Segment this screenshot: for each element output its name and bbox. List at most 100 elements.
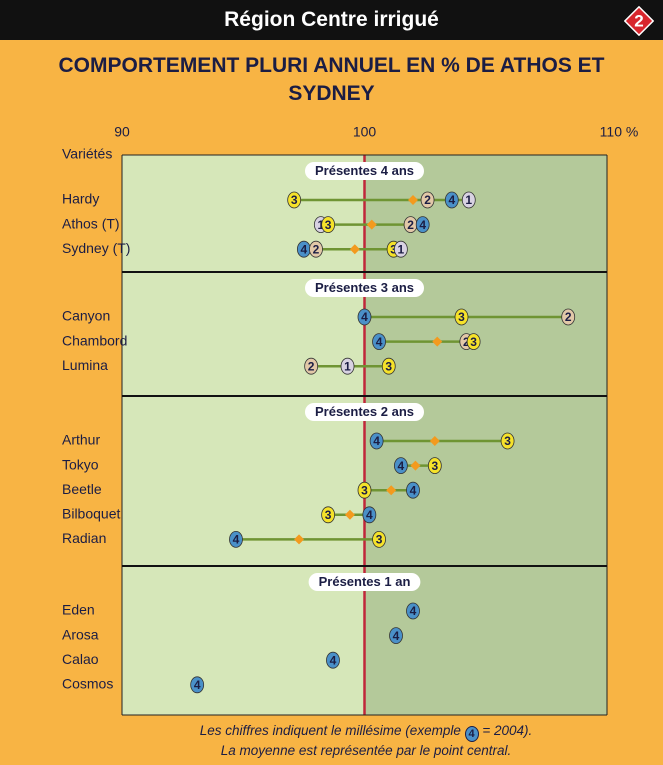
year-marker	[372, 333, 386, 351]
year-label: 4	[419, 218, 426, 232]
variety-label: Arthur	[62, 432, 100, 448]
year-marker	[321, 216, 336, 234]
mean-marker	[408, 195, 418, 205]
header: Région Centre irrigué	[0, 0, 663, 40]
year-marker	[357, 481, 372, 499]
variety-label: Eden	[62, 602, 95, 618]
mean-marker	[432, 336, 443, 347]
year-marker	[309, 240, 323, 258]
group-label-bg	[308, 573, 421, 591]
year-marker	[326, 651, 340, 669]
variety-label: Canyon	[62, 308, 110, 324]
year-marker	[393, 240, 408, 258]
mean-marker	[410, 460, 421, 471]
year-marker	[229, 531, 243, 548]
variety-label: Beetle	[62, 481, 102, 497]
year-label: 4	[410, 483, 417, 497]
year-marker	[461, 191, 476, 209]
year-label: 4	[301, 242, 308, 256]
year-marker	[500, 432, 515, 450]
year-marker	[454, 308, 469, 326]
footnote-line: Les chiffres indiquent le millésime (exe…	[122, 722, 610, 742]
year-label: 3	[291, 193, 298, 207]
year-label: 4	[366, 508, 373, 522]
year-marker	[427, 457, 442, 475]
footnote-line: La moyenne est représentée par le point …	[220, 743, 512, 758]
variety-label: Chambord	[62, 332, 127, 348]
year-label: 1	[398, 242, 405, 256]
group-label: Présentes 4 ans	[315, 163, 414, 178]
mean-marker	[344, 509, 355, 520]
year-label: 3	[385, 359, 392, 373]
badge: 2	[624, 6, 654, 36]
year-marker	[369, 432, 384, 450]
year-marker	[340, 357, 355, 375]
year-marker	[415, 216, 430, 234]
x-tick-label: 90	[114, 124, 130, 140]
footnote-text: = 2004).	[478, 723, 533, 738]
year-marker	[389, 627, 403, 644]
year-label: 1	[344, 359, 351, 373]
mean-marker	[349, 244, 360, 255]
mean-marker	[294, 534, 305, 545]
mean-marker	[366, 219, 377, 230]
year-label: 2	[308, 359, 315, 373]
year-label: 4	[233, 533, 240, 547]
year-label: 3	[325, 218, 332, 232]
group-label-bg	[304, 162, 425, 180]
group-label-bg	[304, 403, 425, 421]
year-label: 3	[431, 459, 438, 473]
badge-shape	[624, 6, 654, 36]
year-marker	[406, 481, 420, 499]
variety-label: Calao	[62, 651, 99, 667]
year-label: 2	[313, 242, 320, 256]
year-marker	[444, 191, 459, 209]
year-label: 2	[565, 310, 572, 324]
year-label: 4	[330, 653, 337, 667]
year-label: 3	[470, 335, 477, 349]
variety-label: Arosa	[62, 626, 99, 642]
year-label: 2	[463, 335, 470, 349]
year-marker	[393, 457, 408, 475]
variety-label: Lumina	[62, 357, 108, 373]
footnote-text: Les chiffres indiquent le millésime (exe…	[199, 723, 465, 738]
year-label: 3	[361, 483, 368, 497]
year-label: 4	[373, 434, 380, 448]
footnote-chip: 4	[464, 726, 479, 742]
year-marker	[357, 308, 372, 326]
year-label: 3	[325, 508, 332, 522]
year-label: 1	[318, 218, 325, 232]
group-label: Présentes 3 ans	[315, 280, 414, 295]
year-label: 4	[376, 335, 383, 349]
year-label: 4	[361, 310, 368, 324]
year-marker	[406, 602, 420, 620]
mean-marker	[386, 485, 397, 496]
variety-label: Cosmos	[62, 676, 113, 692]
year-marker	[420, 191, 435, 209]
year-label: 3	[390, 242, 397, 256]
year-label: 3	[376, 533, 383, 547]
mean-marker	[429, 436, 440, 446]
year-label: 4	[410, 604, 417, 618]
year-marker	[381, 357, 396, 375]
year-marker	[362, 506, 377, 524]
plot-bg-left	[122, 155, 365, 715]
year-label: 3	[504, 434, 511, 448]
x-tick-label: 110 %	[600, 124, 639, 140]
year-label: 1	[465, 193, 472, 207]
group-label: Présentes 1 an	[319, 574, 411, 589]
variety-label: Bilboquet	[62, 506, 120, 522]
year-label: 4	[398, 459, 405, 473]
year-label: 2	[424, 193, 431, 207]
year-label: 4	[393, 629, 400, 643]
year-label: 2	[407, 218, 414, 232]
variety-label: Hardy	[62, 191, 99, 207]
year-marker	[561, 308, 576, 326]
variety-label: Sydney (T)	[62, 240, 130, 256]
year-marker	[466, 333, 481, 351]
footnote: Les chiffres indiquent le millésime (exe…	[122, 722, 610, 759]
group-label-bg	[304, 279, 425, 297]
year-label: 3	[458, 310, 465, 324]
